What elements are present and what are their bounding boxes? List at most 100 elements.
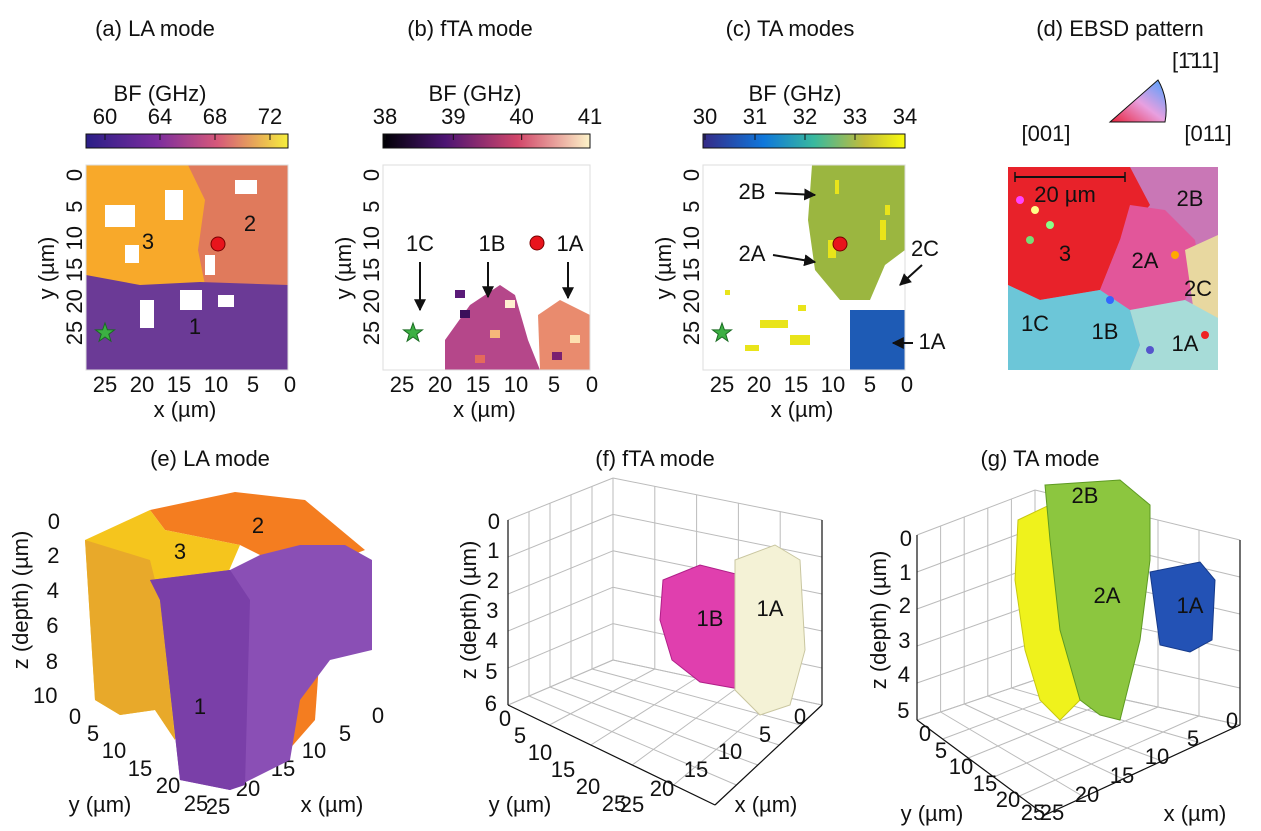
colorbar-tick-label: 32 <box>793 104 817 129</box>
grid-line <box>591 668 801 726</box>
x-tick-label: 10 <box>718 739 742 764</box>
no-data <box>165 190 183 220</box>
y-tick-label: 20 <box>156 773 180 798</box>
y-tick-label: 10 <box>528 740 552 765</box>
x-tick-label: 0 <box>794 704 806 729</box>
panel-title: (b) fTA mode <box>407 16 533 41</box>
grain-surface <box>659 564 746 691</box>
grid-line <box>549 668 656 726</box>
z-tick-label: 4 <box>47 578 59 603</box>
x-tick-label: 20 <box>428 372 452 397</box>
grain-region <box>86 275 288 370</box>
grain-label: 1A <box>1177 593 1204 618</box>
x-tick-label: 5 <box>759 722 771 747</box>
z-tick-label: 1 <box>899 560 911 585</box>
noise-pixel <box>828 240 836 258</box>
no-data <box>105 205 135 227</box>
grain-region <box>1185 235 1218 320</box>
grid-line <box>507 513 614 558</box>
colorbar <box>85 133 289 149</box>
grid-line <box>570 677 780 746</box>
y-tick-label: 15 <box>679 258 704 282</box>
z-tick-label: 8 <box>46 649 58 674</box>
y-axis-label: y (µm) <box>34 237 59 300</box>
x-tick-label: 15 <box>167 372 191 397</box>
noise-pixel <box>745 345 759 351</box>
y-tick-label: 25 <box>1021 800 1045 825</box>
y-tick-label: 20 <box>996 787 1020 812</box>
panel-title: (d) EBSD pattern <box>1036 16 1204 41</box>
z-tick-label: 0 <box>48 509 60 534</box>
y-tick-label: 15 <box>62 258 87 282</box>
y-tick-label: 5 <box>359 200 384 212</box>
grain-region <box>808 165 905 300</box>
grain-label: 3 <box>142 229 154 254</box>
z-tick-label: 2 <box>47 543 59 568</box>
noise-pixel <box>455 290 465 298</box>
grain-speck <box>1146 346 1154 354</box>
grain-region <box>1100 205 1200 310</box>
x-tick-label: 10 <box>504 372 528 397</box>
x-tick-label: 10 <box>204 372 228 397</box>
x-axis-label: x (µm) <box>1164 801 1227 826</box>
y-axis-label: y (µm) <box>331 237 356 300</box>
noise-pixel <box>490 330 500 338</box>
x-tick-label: 25 <box>620 792 644 817</box>
colorbar-tick-label: 40 <box>509 104 533 129</box>
grain-surface <box>734 544 806 716</box>
y-tick-label: 10 <box>679 226 704 250</box>
noise-pixel <box>885 205 890 215</box>
arrow <box>899 264 923 286</box>
y-axis-label: y (µm) <box>489 792 552 817</box>
y-tick-label: 10 <box>949 754 973 779</box>
z-tick-label: 5 <box>897 698 909 723</box>
z-tick-label: 10 <box>33 683 57 708</box>
axis-line <box>916 719 1046 816</box>
colorbar-tick-label: 34 <box>893 104 917 129</box>
grain-label: 1 <box>194 694 206 719</box>
z-tick-label: 0 <box>900 526 912 551</box>
grain-label: 1A <box>919 329 946 354</box>
z-axis-label: z (depth) (µm) <box>866 551 891 690</box>
x-tick-label: 25 <box>206 794 230 819</box>
triangle-label: [011] <box>1184 121 1231 146</box>
colorbar <box>382 133 591 149</box>
grain-surface <box>1149 561 1216 653</box>
map-frame <box>85 164 289 371</box>
x-axis-label: x (µm) <box>735 792 798 817</box>
z-axis-label: z (depth) (µm) <box>8 531 33 670</box>
no-data <box>205 255 215 275</box>
red-marker <box>210 236 226 252</box>
noise-pixel <box>725 290 730 295</box>
grid-line <box>987 695 1163 762</box>
x-tick-label: 5 <box>864 372 876 397</box>
z-axis-label: z (depth) (µm) <box>456 541 481 680</box>
x-tick-label: 15 <box>1110 763 1134 788</box>
map-frame <box>382 164 591 371</box>
y-tick-label: 25 <box>62 321 87 345</box>
grid-line <box>507 477 614 521</box>
noise-pixel <box>460 310 470 318</box>
y-axis-label: y (µm) <box>69 792 132 817</box>
y-tick-label: 15 <box>128 756 152 781</box>
grid-line <box>993 706 1159 778</box>
grain-label: 2A <box>739 241 766 266</box>
grain-label: 1 <box>189 314 201 339</box>
x-tick-label: 10 <box>821 372 845 397</box>
y-tick-label: 0 <box>919 721 931 746</box>
triangle-label: [1̄11] <box>1172 48 1219 73</box>
y-tick-label: 20 <box>576 774 600 799</box>
axis-line <box>1044 724 1241 816</box>
colorbar-tick-label: 39 <box>441 104 465 129</box>
grid-line <box>612 513 823 558</box>
z-tick-label: 5 <box>485 659 497 684</box>
x-tick-label: 25 <box>93 372 117 397</box>
noise-pixel <box>505 300 515 308</box>
grid-line <box>507 550 614 595</box>
arrow <box>774 188 817 201</box>
colorbar-label: BF (GHz) <box>429 81 522 106</box>
y-tick-label: 5 <box>935 738 947 763</box>
colorbar-label: BF (GHz) <box>749 81 842 106</box>
grid-line <box>549 686 758 766</box>
y-tick-label: 20 <box>679 289 704 313</box>
